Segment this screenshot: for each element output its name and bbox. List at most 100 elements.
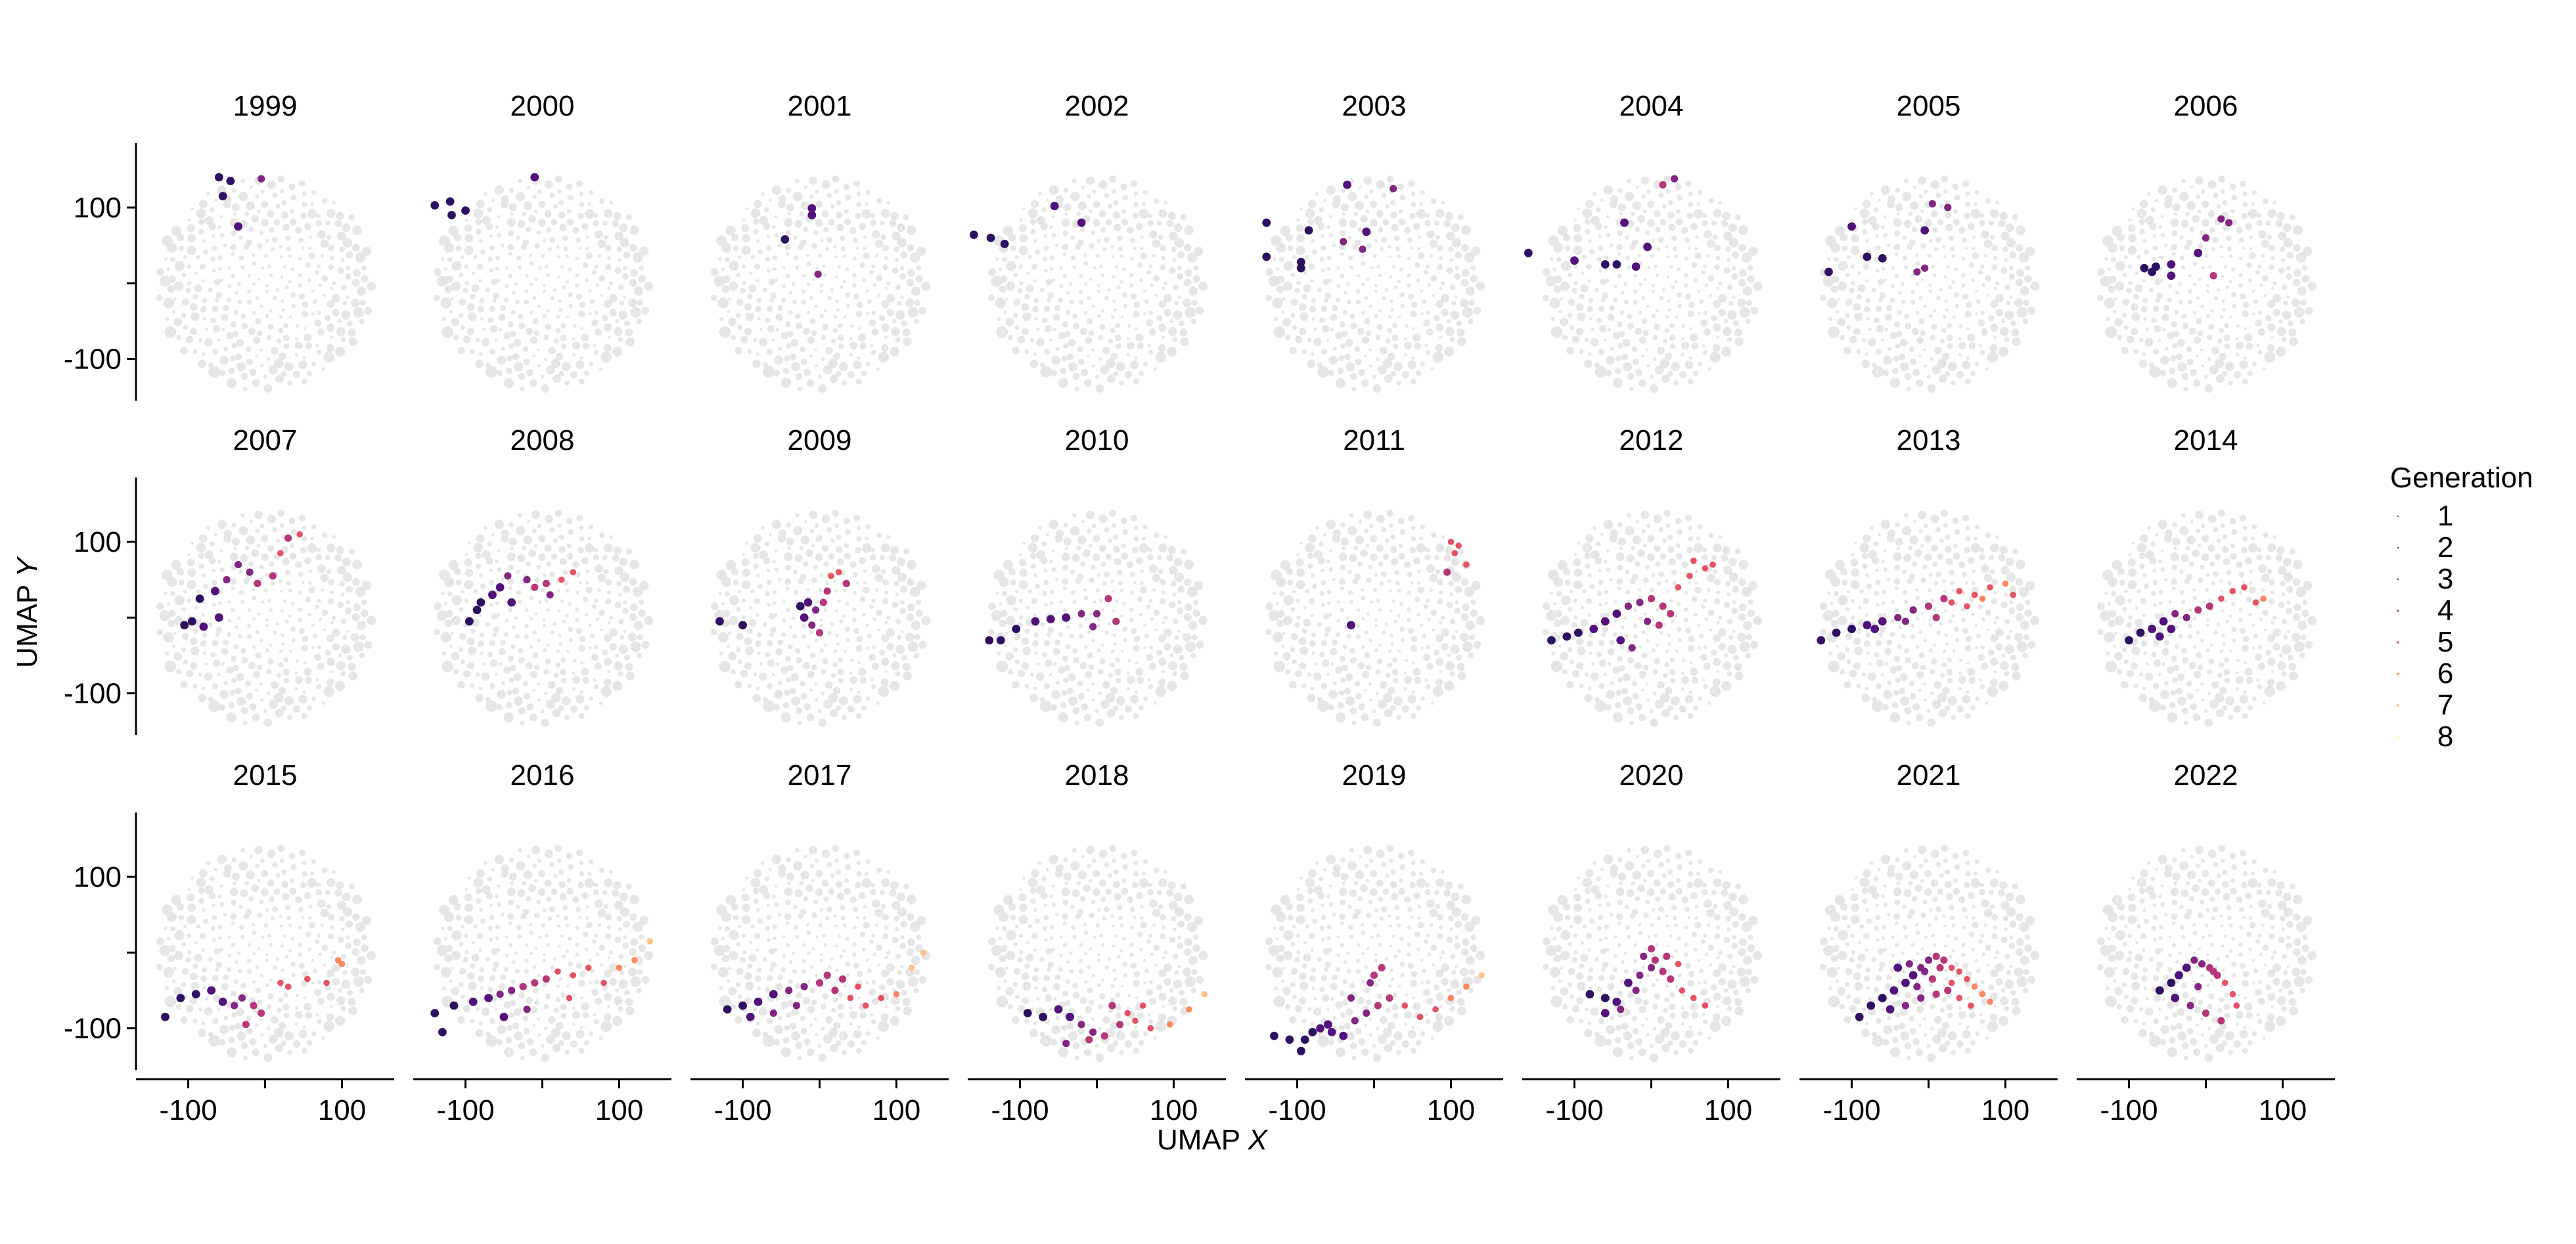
- background-point: [881, 569, 886, 574]
- background-point: [1326, 185, 1336, 194]
- background-point: [346, 266, 350, 270]
- background-point: [576, 591, 579, 595]
- background-point: [464, 234, 473, 242]
- background-point: [838, 599, 841, 602]
- background-point: [568, 529, 574, 535]
- background-point: [1003, 560, 1013, 570]
- background-point: [2108, 268, 2111, 271]
- background-point: [838, 344, 844, 349]
- background-point: [2167, 378, 2177, 388]
- background-point: [1116, 696, 1125, 705]
- background-point: [579, 713, 585, 719]
- background-point: [1313, 338, 1322, 347]
- background-point: [1044, 603, 1048, 607]
- background-point: [345, 273, 351, 280]
- background-point: [850, 324, 853, 328]
- background-point: [1856, 294, 1861, 299]
- background-point: [803, 328, 810, 335]
- background-point: [637, 319, 642, 324]
- background-point: [1573, 598, 1577, 603]
- background-point: [820, 573, 824, 577]
- background-point: [1895, 204, 1903, 211]
- background-point: [786, 608, 790, 613]
- background-point: [756, 686, 760, 690]
- background-point: [1357, 608, 1360, 611]
- background-point: [1702, 678, 1705, 682]
- background-point: [1943, 590, 1947, 593]
- background-point: [1390, 546, 1397, 553]
- background-point: [1639, 336, 1646, 344]
- background-point: [1332, 578, 1336, 582]
- background-point: [862, 209, 872, 219]
- background-point: [857, 690, 860, 694]
- background-point: [1638, 311, 1642, 315]
- background-point: [1876, 269, 1880, 273]
- background-point: [198, 219, 205, 225]
- background-point: [1461, 613, 1469, 621]
- background-point: [1393, 285, 1397, 289]
- background-point: [480, 250, 486, 255]
- background-point: [1123, 638, 1127, 642]
- background-point: [1596, 591, 1602, 596]
- background-point: [2180, 255, 2184, 260]
- background-point: [1109, 175, 1116, 183]
- background-point: [853, 181, 860, 187]
- background-point: [1130, 238, 1135, 243]
- background-point: [1131, 515, 1137, 522]
- background-point: [227, 619, 231, 623]
- background-point: [745, 646, 754, 655]
- background-point: [1288, 580, 1294, 586]
- background-point: [1609, 640, 1615, 646]
- background-point: [528, 549, 536, 557]
- background-point: [290, 543, 294, 548]
- background-point: [1143, 524, 1148, 529]
- background-point: [1598, 246, 1603, 251]
- background-point: [1686, 547, 1693, 554]
- background-point: [546, 365, 555, 374]
- background-point: [1954, 292, 1959, 298]
- background-point: [1638, 588, 1641, 591]
- background-point: [1307, 553, 1314, 560]
- background-point: [748, 619, 756, 627]
- background-point: [260, 305, 263, 308]
- background-point: [733, 246, 739, 252]
- background-point: [1711, 650, 1717, 656]
- background-point: [1635, 227, 1640, 232]
- background-point: [1364, 689, 1367, 692]
- background-point: [1395, 581, 1400, 585]
- background-point: [479, 573, 483, 577]
- background-point: [1363, 511, 1372, 520]
- background-point: [2263, 367, 2266, 370]
- background-point: [2179, 192, 2188, 201]
- background-point: [558, 200, 564, 206]
- background-point: [1424, 220, 1430, 226]
- background-point: [1153, 275, 1160, 282]
- background-point: [330, 590, 334, 594]
- background-point: [493, 292, 499, 299]
- background-point: [1641, 529, 1646, 533]
- background-point: [227, 298, 231, 302]
- background-point: [615, 654, 619, 657]
- background-point: [1930, 335, 1935, 340]
- background-point: [847, 705, 855, 713]
- background-point: [1339, 552, 1347, 561]
- background-point: [1347, 634, 1351, 638]
- background-point: [1694, 587, 1701, 593]
- background-point: [843, 254, 847, 258]
- background-point: [1734, 337, 1743, 345]
- background-point: [890, 347, 899, 357]
- background-point: [1006, 616, 1015, 625]
- background-point: [1604, 673, 1607, 677]
- background-point: [809, 355, 813, 358]
- background-point: [802, 274, 805, 277]
- background-point: [1620, 644, 1625, 649]
- background-point: [1058, 332, 1065, 339]
- background-point: [516, 526, 525, 535]
- background-point: [267, 265, 271, 269]
- background-point: [1626, 554, 1634, 562]
- background-point: [1047, 627, 1054, 633]
- background-point: [524, 300, 529, 304]
- background-point: [1080, 328, 1087, 335]
- background-point: [1364, 631, 1368, 634]
- data-point-gen-1: [997, 636, 1005, 644]
